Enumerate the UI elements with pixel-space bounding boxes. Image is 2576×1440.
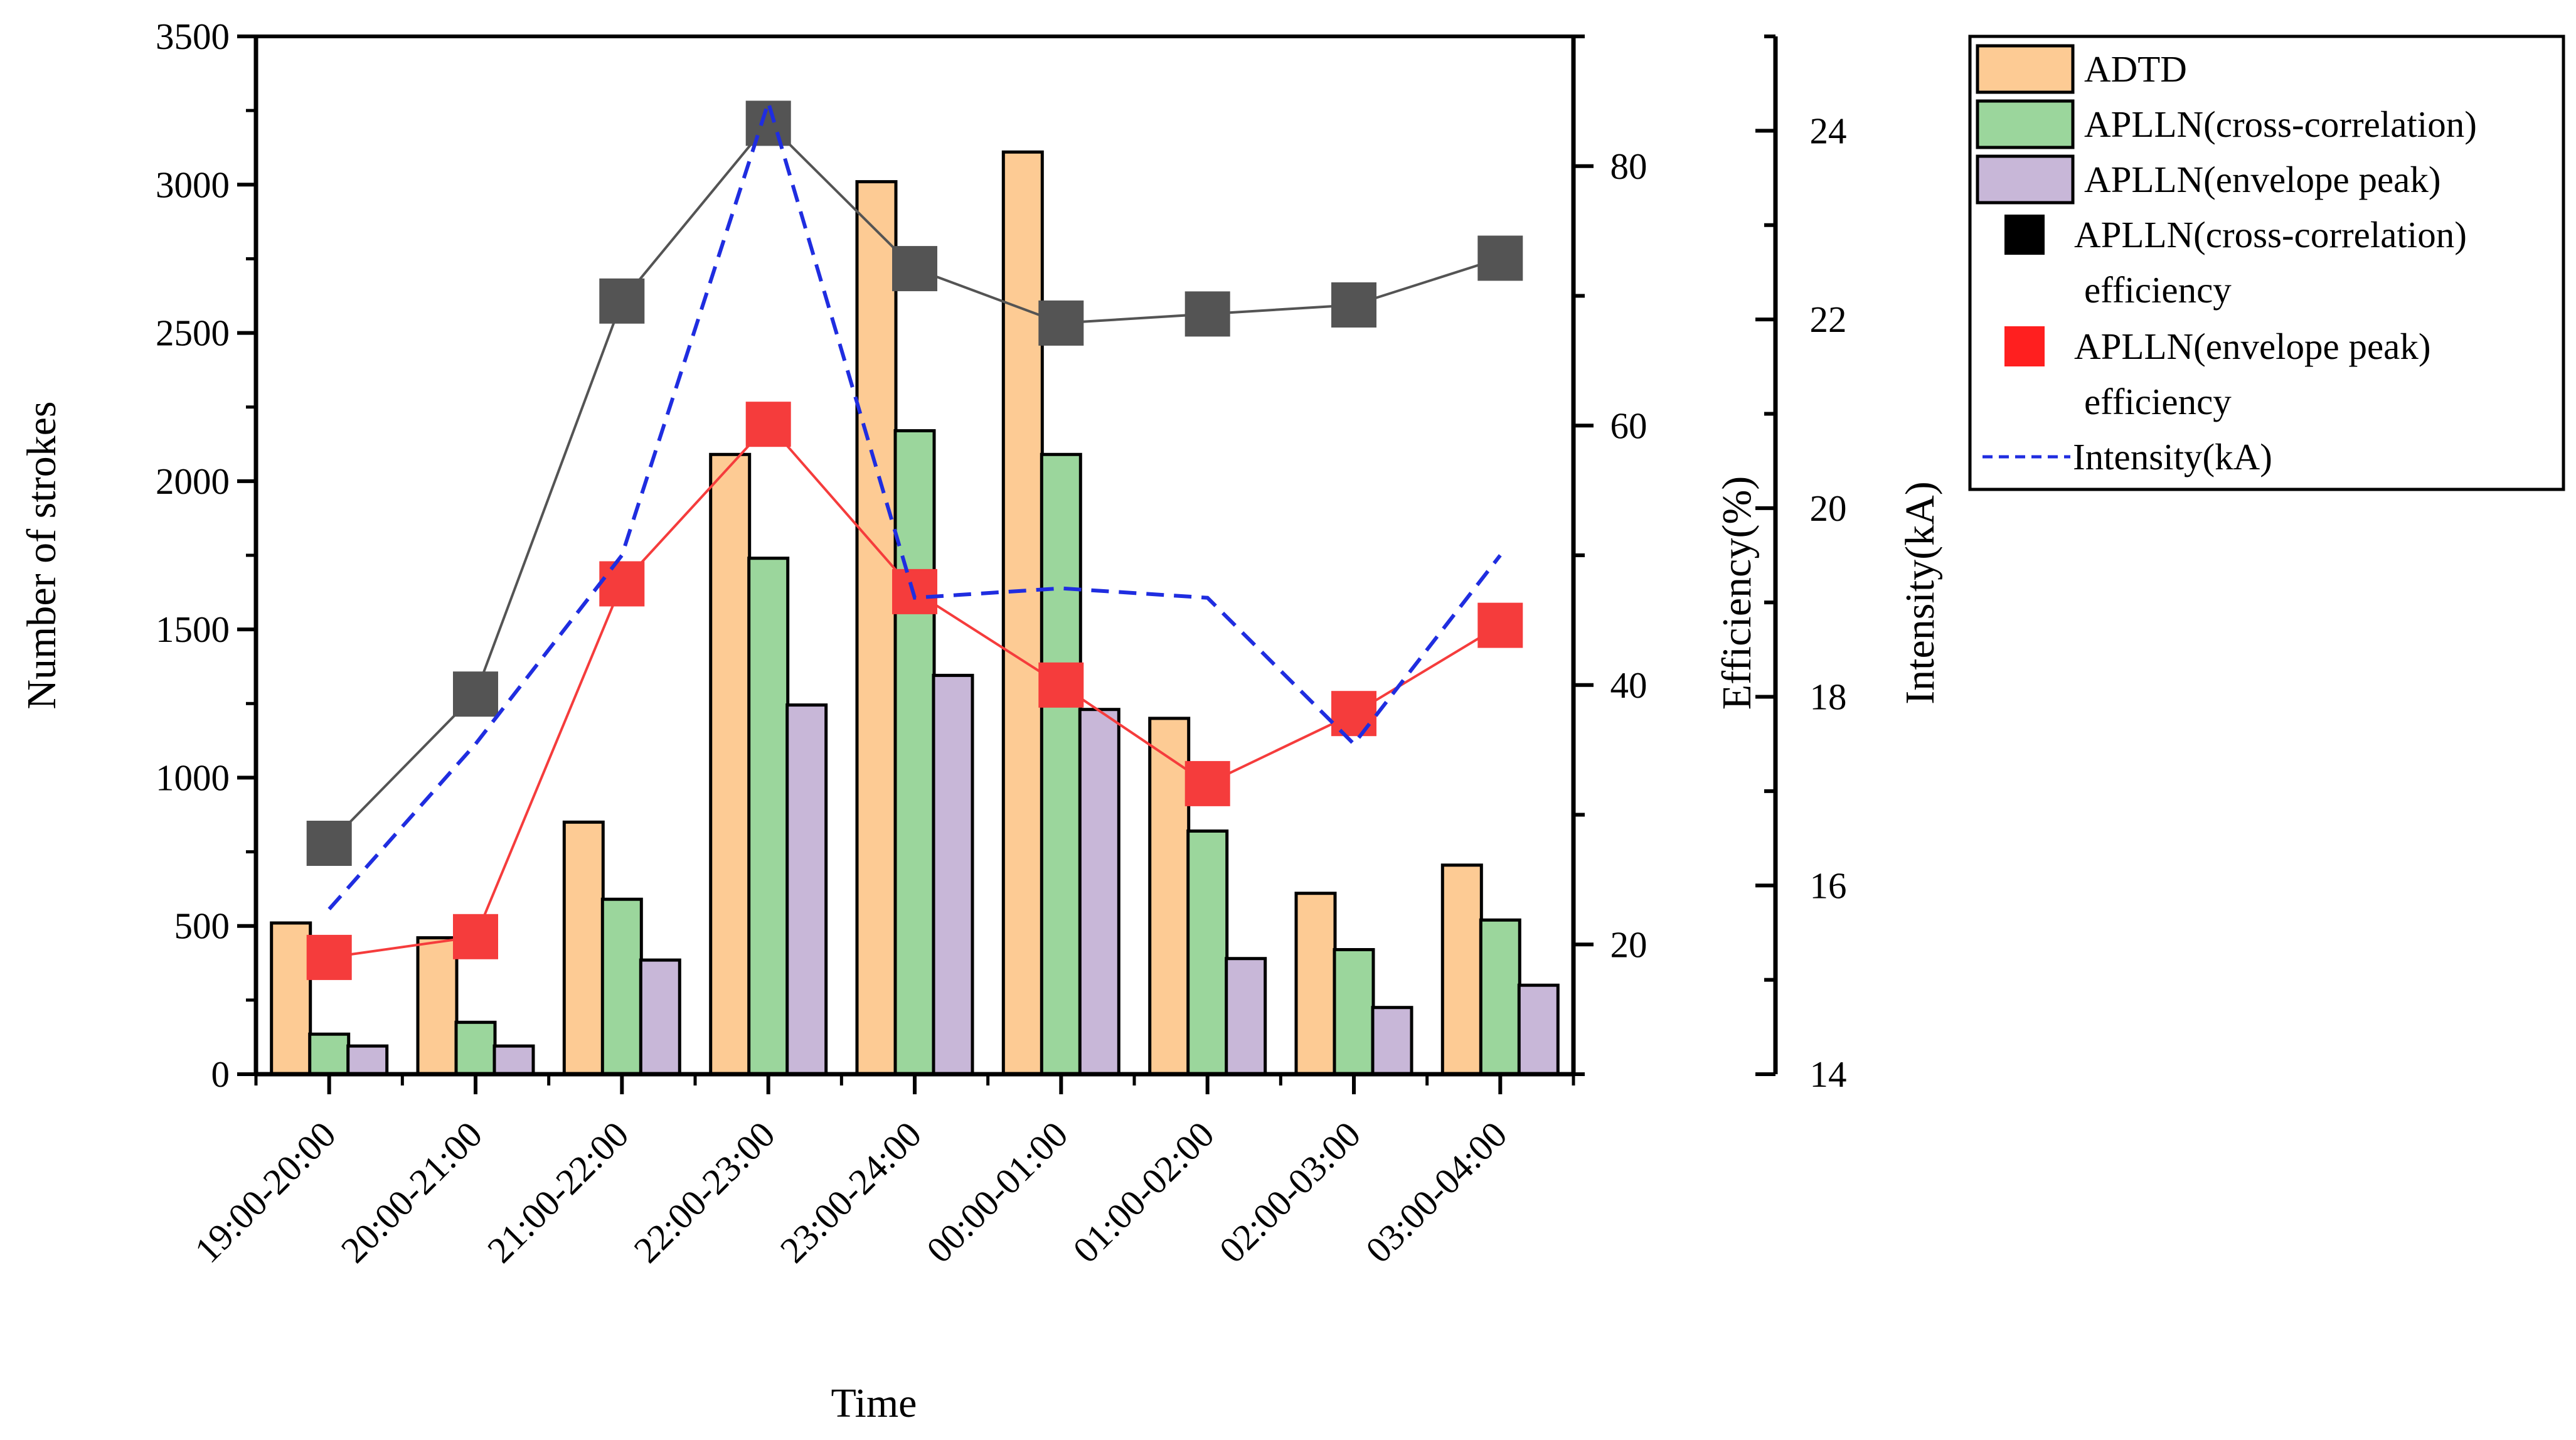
efficiency-point-0-4 [892,246,937,292]
int-tick-label-16: 16 [1810,865,1847,906]
x-tick-label-1: 20:00-21:00 [333,1114,491,1271]
efficiency-point-1-6 [1184,760,1230,806]
bar-1-5 [1040,452,1082,1076]
bar-1-0 [308,1032,351,1076]
intensity-line [327,96,1502,910]
legend-swatch-1 [1976,99,2075,149]
bar-2-0 [346,1044,389,1076]
y-tick-label-2: 1000 [156,757,230,798]
bar-2-4 [932,673,974,1076]
eff-tick-label-60: 60 [1610,405,1647,446]
bar-0-1 [416,936,459,1076]
bar-0-6 [1148,717,1191,1076]
x-tick-label-5: 00:00-01:00 [918,1114,1076,1271]
bar-2-8 [1517,983,1560,1076]
efficiency-point-1-0 [306,934,352,980]
legend-marker-0 [2004,215,2045,255]
x-tick-label-6: 01:00-02:00 [1065,1114,1222,1271]
y-axis-title-efficiency: Efficiency(%) [1714,476,1760,710]
bar-1-4 [893,429,936,1076]
efficiency-point-1-1 [453,914,498,959]
bar-1-3 [747,557,790,1076]
legend-eff-label-0-a: APLLN(cross-correlation) [2074,214,2467,255]
y-tick-label-3: 1500 [156,609,230,650]
bar-1-2 [600,897,643,1076]
efficiency-point-1-8 [1477,602,1523,648]
x-tick-label-4: 23:00-24:00 [772,1114,930,1271]
bar-2-5 [1078,708,1120,1076]
efficiency-point-1-5 [1038,662,1084,708]
efficiency-point-0-0 [306,821,352,866]
int-tick-label-20: 20 [1810,488,1847,529]
efficiency-point-1-2 [599,561,645,607]
legend-eff-label-1-b: efficiency [2084,381,2232,422]
int-tick-label-22: 22 [1810,299,1847,340]
efficiency-point-0-6 [1184,291,1230,337]
int-tick-label-14: 14 [1810,1053,1847,1095]
efficiency-point-0-5 [1038,300,1084,346]
bar-1-1 [454,1020,497,1076]
eff-tick-label-40: 40 [1610,664,1647,706]
legend-swatch-0 [1976,44,2075,94]
bar-0-0 [270,921,312,1076]
y-tick-label-5: 2500 [156,312,230,354]
y-tick-label-6: 3000 [156,164,230,205]
legend-label-2: APLLN(envelope peak) [2084,159,2440,200]
bar-1-6 [1186,829,1229,1076]
efficiency-point-0-1 [453,671,498,717]
y-tick-label-0: 0 [211,1053,230,1095]
bar-0-2 [562,820,605,1076]
legend-swatch-2 [1976,154,2075,205]
bar-2-2 [639,958,681,1076]
y-axis-title-left: Number of strokes [19,401,65,709]
efficiency-point-0-2 [599,278,645,324]
legend-intensity-label: Intensity(kA) [2073,436,2272,477]
eff-tick-label-80: 80 [1610,146,1647,187]
bar-2-3 [785,703,828,1076]
efficiency-point-0-7 [1331,282,1376,328]
x-axis-title: Time [831,1380,917,1426]
bar-2-7 [1371,1006,1413,1076]
efficiency-point-1-7 [1331,691,1376,737]
y-tick-label-1: 500 [174,905,230,947]
lines-layer [306,96,1523,980]
bars-layer [270,150,1560,1076]
y-tick-label-4: 2000 [156,461,230,502]
bar-2-6 [1225,957,1267,1076]
bar-2-1 [492,1044,535,1076]
legend-eff-label-1-a: APLLN(envelope peak) [2074,326,2430,367]
int-tick-label-18: 18 [1810,676,1847,718]
eff-tick-label-20: 20 [1610,924,1647,965]
x-tick-label-0: 19:00-20:00 [186,1114,344,1271]
int-tick-label-24: 24 [1810,110,1847,151]
legend-label-1: APLLN(cross-correlation) [2084,104,2477,145]
bar-0-3 [709,452,752,1076]
legend-eff-label-0-b: efficiency [2084,269,2232,311]
bar-1-7 [1333,948,1375,1076]
x-tick-label-3: 22:00-23:00 [625,1114,783,1271]
y-axis-title-intensity: Intensity(kA) [1897,481,1943,705]
bar-0-7 [1294,892,1337,1076]
legend-marker-1 [2004,326,2045,366]
y-tick-label-7: 3500 [156,16,230,57]
x-tick-label-8: 03:00-04:00 [1358,1114,1515,1271]
bar-0-5 [1001,150,1044,1076]
axes-layer: 0 500 1000 1500 2000 2500 3000 3500 20 40 60 80 14 16… [156,16,1847,1271]
efficiency-point-0-8 [1477,235,1523,281]
bar-0-8 [1440,863,1483,1076]
x-tick-label-2: 21:00-22:00 [479,1114,637,1271]
legend-label-0: ADTD [2084,48,2187,90]
legend: ADTD APLLN(cross-correlation) APLLN(envelo… [1968,35,2565,491]
bar-1-8 [1479,918,1521,1076]
x-tick-label-7: 02:00-03:00 [1211,1114,1369,1271]
efficiency-point-1-3 [745,402,791,447]
bar-0-4 [855,180,898,1076]
